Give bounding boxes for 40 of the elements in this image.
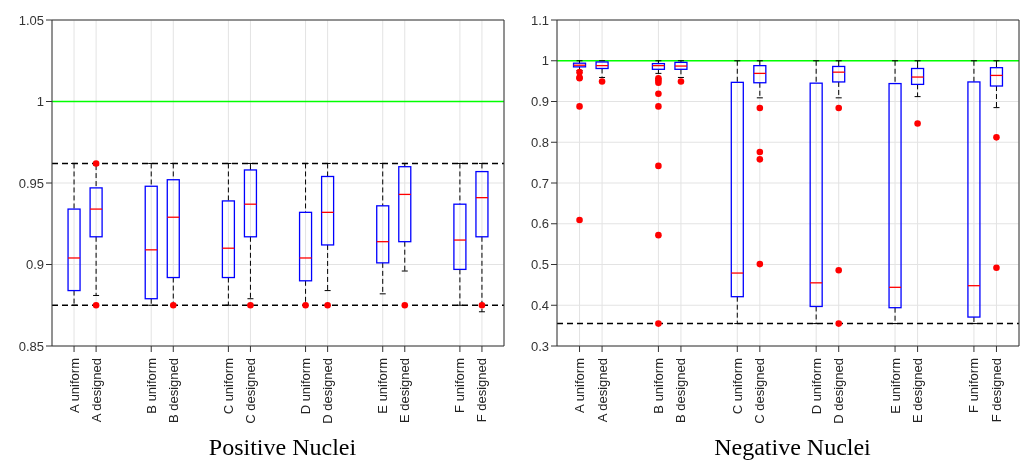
y-tick-label: 0.9 <box>25 257 44 273</box>
y-tick-label: 1 <box>36 94 44 110</box>
y-tick-label: 1.1 <box>530 12 549 28</box>
x-tick-label: A uniform <box>572 358 588 413</box>
y-tick-label: 0.85 <box>18 338 44 354</box>
y-tick-label: 0.6 <box>530 216 549 232</box>
y-tick-label: 0.3 <box>530 338 549 354</box>
x-tick-label: C uniform <box>729 358 745 415</box>
y-tick-label: 1.05 <box>18 12 44 28</box>
x-tick-label: D designed <box>831 358 847 424</box>
x-tick-label: D uniform <box>298 358 314 415</box>
x-tick-label: C designed <box>752 358 768 424</box>
y-tick-label: 0.5 <box>530 257 549 273</box>
x-tick-label: A designed <box>594 358 610 423</box>
x-tick-label: A uniform <box>66 358 82 413</box>
x-axis-title: Positive Nuclei <box>207 434 358 461</box>
y-tick-label: 0.4 <box>530 297 549 313</box>
x-tick-label: F designed <box>988 358 1004 423</box>
x-tick-label: B uniform <box>143 358 159 414</box>
x-tick-label: E designed <box>397 358 413 424</box>
y-tick-label: 0.8 <box>530 134 549 150</box>
x-tick-label: B uniform <box>650 358 666 414</box>
x-tick-label: C uniform <box>220 358 236 415</box>
x-tick-label: F uniform <box>966 358 982 413</box>
x-axis-title: Negative Nuclei <box>713 434 872 461</box>
y-tick-label: 1 <box>541 53 549 69</box>
x-tick-label: B designed <box>165 358 181 424</box>
y-tick-label: 0.7 <box>530 175 549 191</box>
y-tick-label: 0.95 <box>18 175 44 191</box>
x-tick-label: C designed <box>242 358 258 424</box>
x-tick-label: F designed <box>474 358 490 423</box>
x-tick-label: E uniform <box>887 358 903 414</box>
x-tick-label: D uniform <box>808 358 824 415</box>
x-tick-label: E designed <box>910 358 926 424</box>
y-tick-label: 0.9 <box>530 94 549 110</box>
x-tick-label: E uniform <box>375 358 391 414</box>
x-tick-label: F uniform <box>452 358 468 413</box>
x-tick-label: D designed <box>320 358 336 424</box>
x-tick-label: A designed <box>88 358 104 423</box>
x-tick-label: B designed <box>673 358 689 424</box>
